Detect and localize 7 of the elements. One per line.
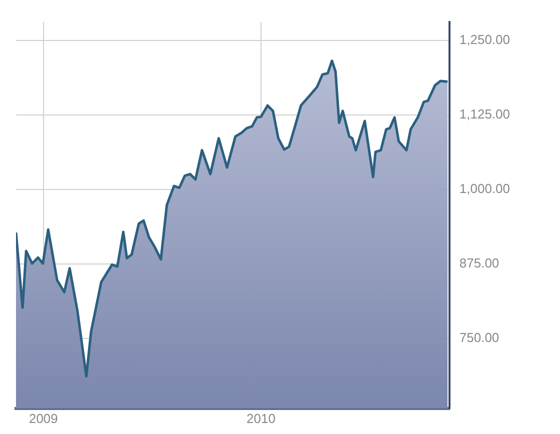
y-tick-label: 1,250.00	[459, 32, 510, 48]
x-tick-label: 2010	[246, 410, 276, 426]
y-tick-label: 750.00	[459, 330, 500, 346]
y-tick-label: 1,125.00	[459, 106, 510, 122]
y-tick-label: 1,000.00	[459, 181, 510, 196]
y-tick-label: 875.00	[459, 256, 500, 271]
x-tick-label: 2009	[28, 410, 58, 426]
